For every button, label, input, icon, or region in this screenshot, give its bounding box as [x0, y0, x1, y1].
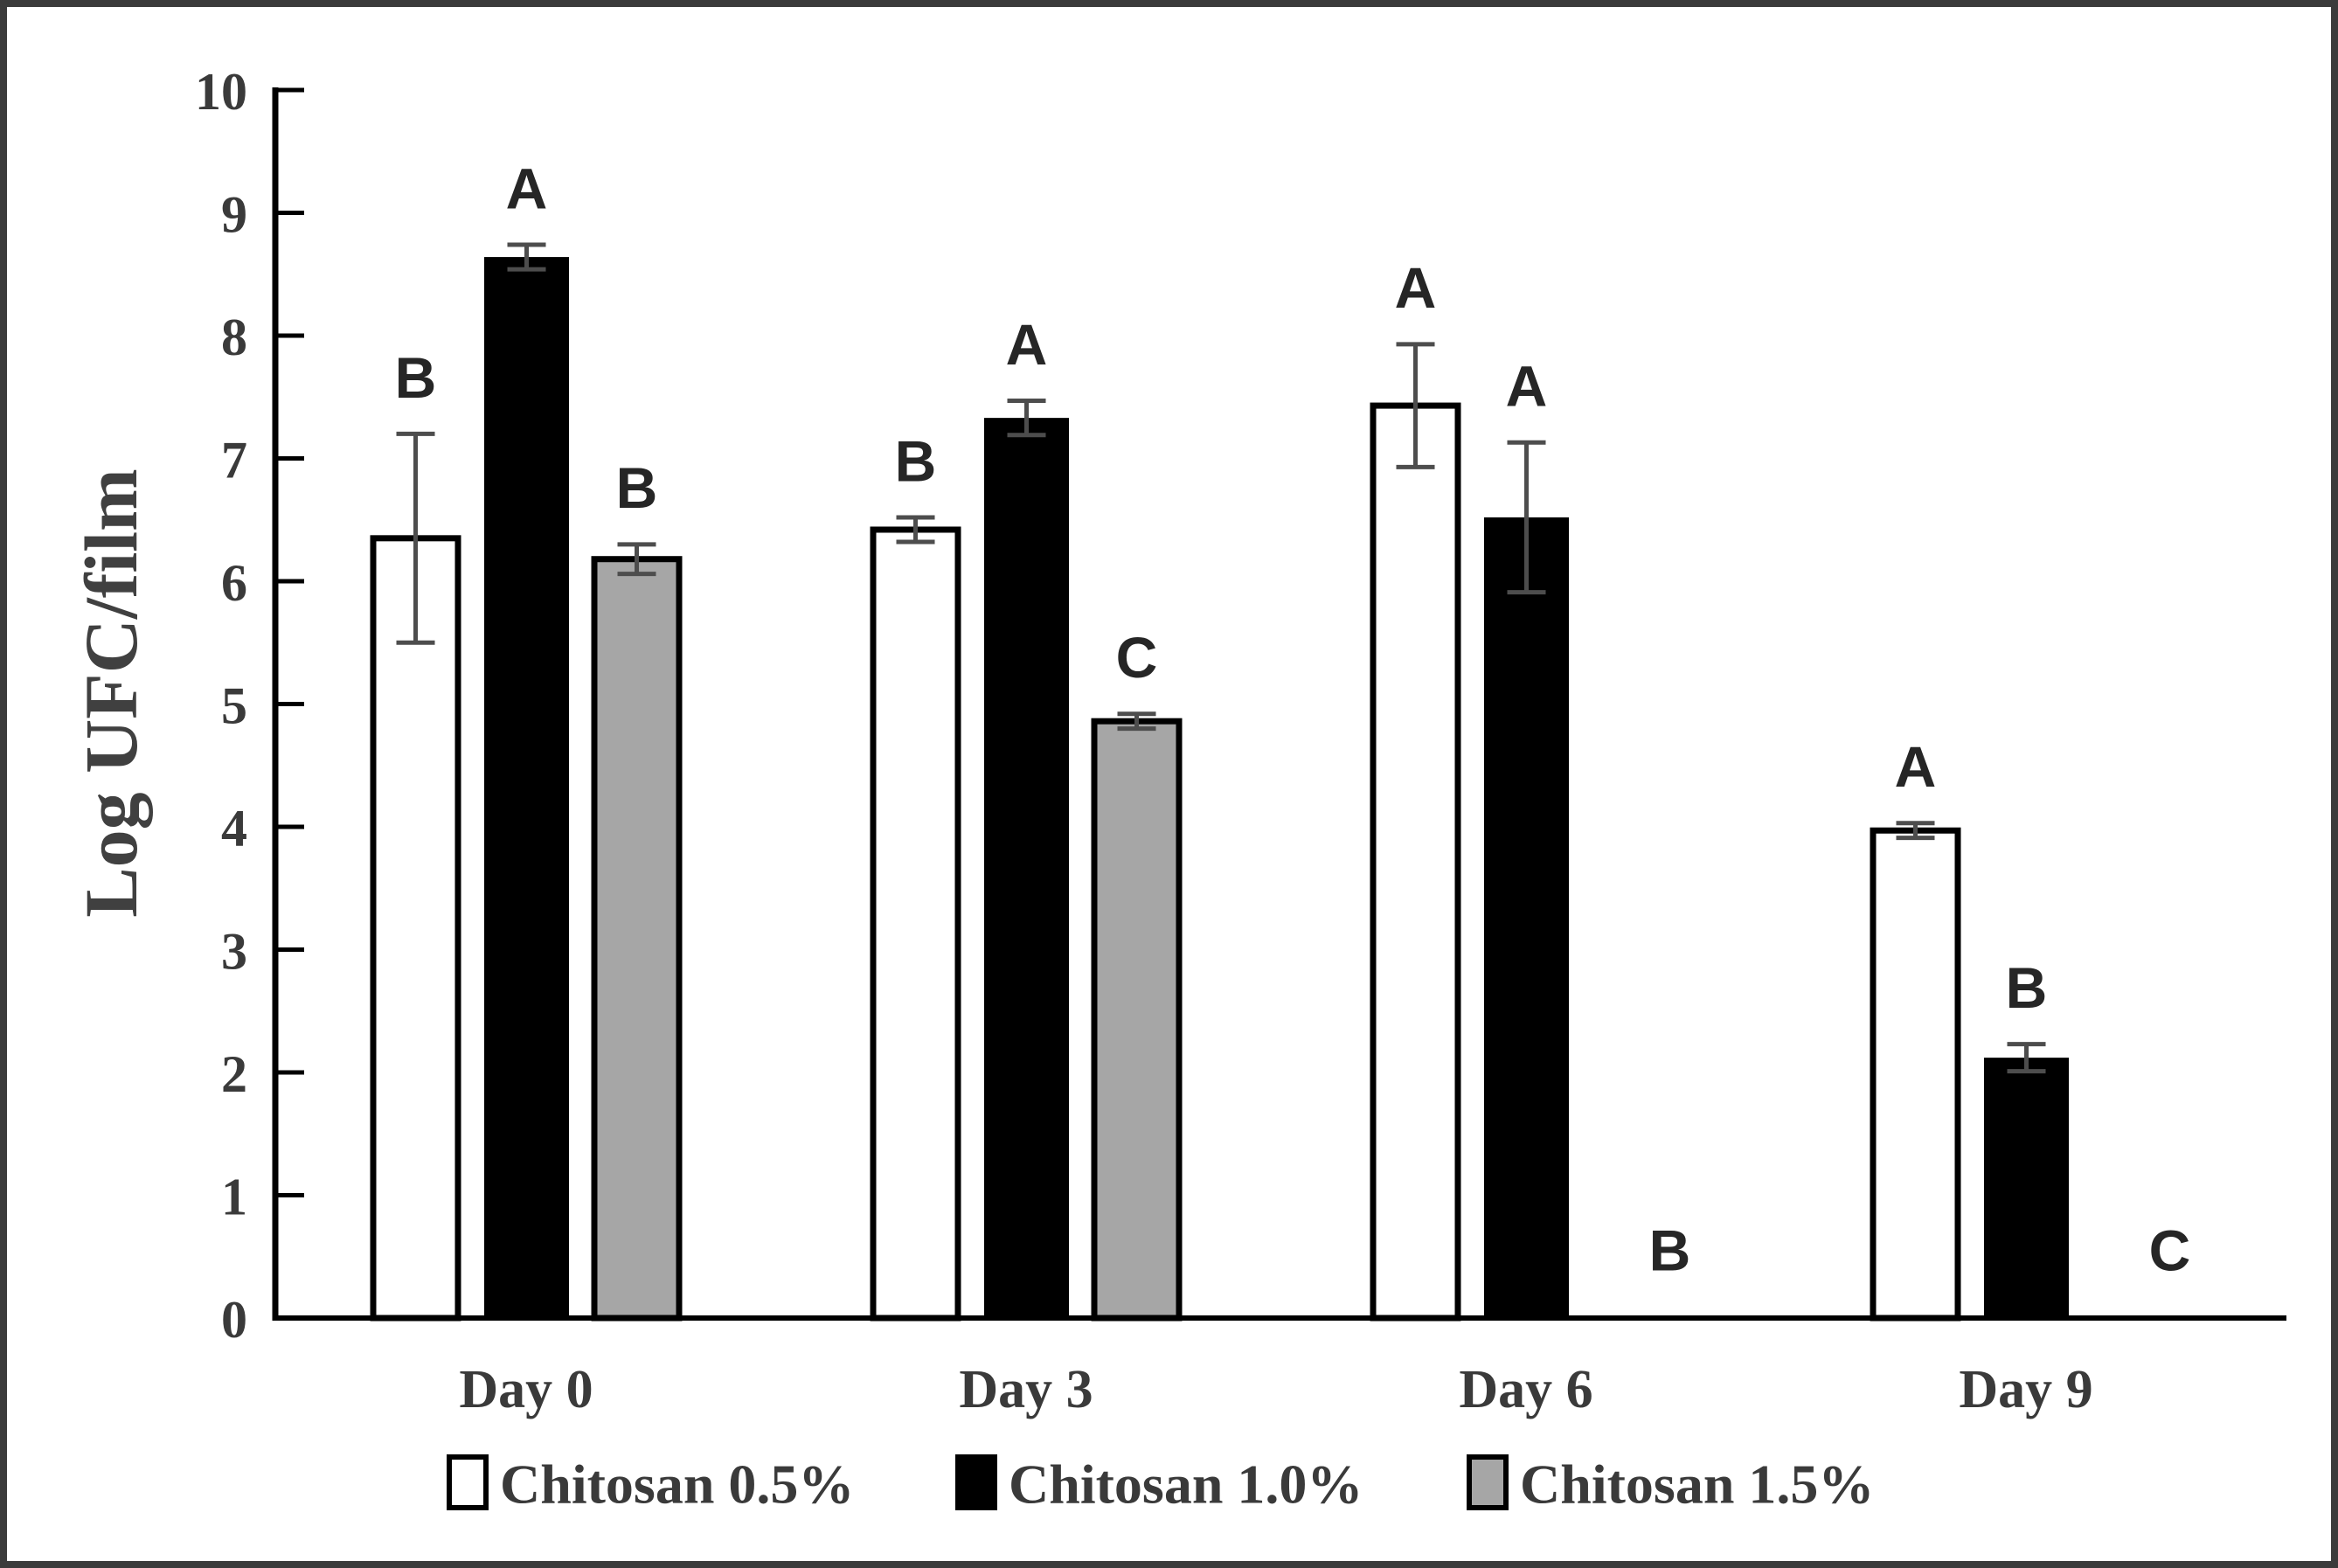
bar-day0-series1: [370, 535, 461, 1322]
bar-day0-series3: [591, 556, 683, 1322]
significance-letter: A: [1395, 255, 1437, 320]
bar-chart: 0 1 2 3 4 5 6 7 8 9 10 Log UFC/film B A B Day 0 B A C Day 3…: [69, 63, 2286, 1516]
significance-letter: A: [506, 156, 548, 220]
legend-swatch: [1467, 1454, 1509, 1510]
legend-swatch: [447, 1454, 489, 1510]
legend-swatch: [955, 1454, 997, 1510]
x-tick-label-day9: Day 9: [1959, 1360, 2092, 1419]
x-tick-label-day0: Day 0: [459, 1360, 593, 1419]
y-tick-label: 8: [221, 309, 247, 366]
y-axis-title: Log UFC/film: [69, 468, 153, 918]
legend-label-series1: Chitosan 0.5%: [500, 1454, 854, 1516]
significance-letter: A: [1006, 312, 1048, 377]
bar-day0-series2: [484, 257, 569, 1319]
y-tick-label: 2: [221, 1045, 247, 1103]
x-tick-label-day3: Day 3: [959, 1360, 1093, 1419]
bar-day6-series2: [1484, 517, 1569, 1318]
significance-letter: B: [2006, 955, 2048, 1020]
y-tick-label: 1: [221, 1169, 247, 1226]
significance-letter: B: [1649, 1218, 1691, 1283]
bar-day9-series1: [1870, 827, 1961, 1322]
significance-letter: B: [616, 455, 658, 520]
significance-letter: C: [2149, 1218, 2191, 1283]
legend-label-series3: Chitosan 1.5%: [1520, 1454, 1874, 1516]
significance-letter: B: [395, 345, 437, 410]
y-tick-label: 9: [221, 186, 247, 244]
significance-letter: A: [1506, 354, 1548, 419]
bar-day9-series2: [1984, 1058, 2069, 1318]
legend-label-series2: Chitosan 1.0%: [1009, 1454, 1363, 1516]
y-tick-label: 3: [221, 923, 247, 981]
y-tick-label: 6: [221, 554, 247, 612]
x-tick-label-day6: Day 6: [1459, 1360, 1592, 1419]
bar-day3-series3: [1091, 718, 1183, 1322]
bar-day3-series1: [870, 526, 961, 1322]
y-tick-label: 0: [221, 1291, 247, 1349]
y-tick-label: 5: [221, 677, 247, 735]
y-tick-label: 10: [195, 63, 247, 121]
significance-letter: B: [895, 428, 937, 493]
significance-letter: C: [1116, 625, 1158, 690]
y-tick-label: 4: [221, 800, 247, 857]
y-tick-label: 7: [221, 432, 247, 489]
bar-day3-series2: [984, 418, 1069, 1318]
bar-day6-series1: [1370, 402, 1461, 1322]
significance-letter: A: [1895, 734, 1937, 799]
